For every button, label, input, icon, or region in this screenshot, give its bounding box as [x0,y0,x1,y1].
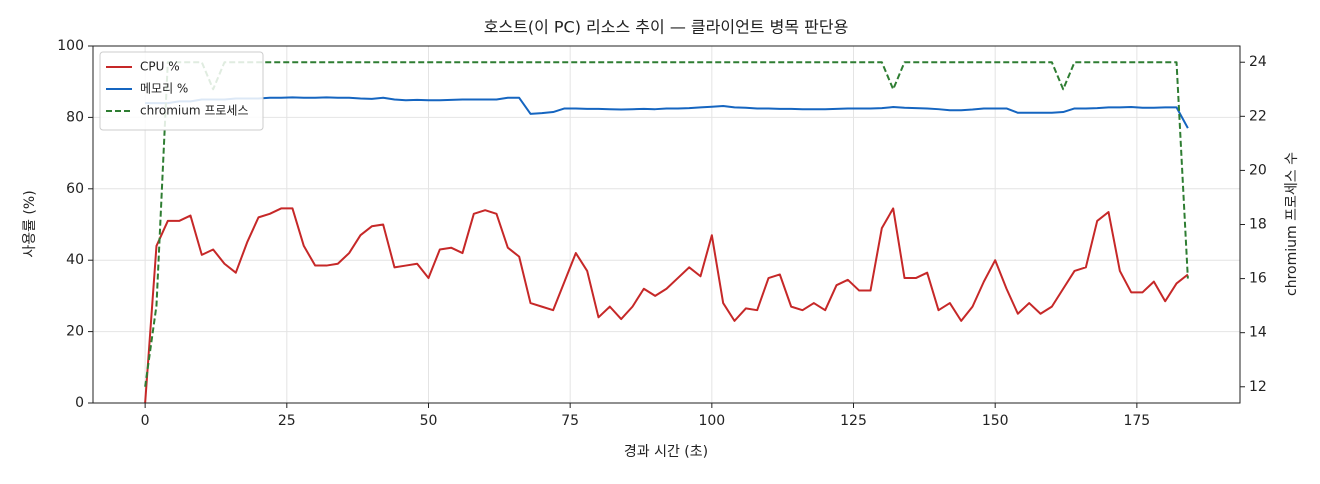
legend-label: 메모리 % [140,82,188,96]
y-tick-label: 20 [66,324,84,340]
x-tick-label: 25 [278,413,296,429]
y2-tick-label: 20 [1249,162,1267,178]
series-line [144,207,1189,404]
series-line [145,96,1189,129]
y2-tick-label: 16 [1249,271,1267,287]
legend-label: chromium 프로세스 [140,104,249,118]
x-tick-label: 75 [561,413,579,429]
x-tick-label: 0 [141,413,150,429]
y-axis-label: 사용률 (%) [22,190,38,257]
y-tick-label: 60 [66,181,84,197]
x-axis-label: 경과 시간 (초) [624,444,708,460]
legend: CPU % 메모리 % chromium 프로세스 [99,51,264,131]
legend-label: CPU % [140,60,180,74]
y2-tick-label: 24 [1249,54,1267,70]
chart-title: 호스트(이 PC) 리소스 추이 — 클라이언트 병목 판단용 [484,18,849,37]
x-tick-label: 100 [698,413,725,429]
x-tick-label: 150 [982,413,1009,429]
x-tick-label: 125 [840,413,867,429]
x-tick-label: 50 [420,413,438,429]
y-tick-label: 0 [75,395,84,411]
y2-tick-label: 18 [1249,217,1267,233]
y2-tick-label: 22 [1249,108,1267,124]
series-line [144,61,1189,387]
legend-box [99,51,264,131]
y-tick-label: 100 [57,38,84,54]
y2-tick-label: 12 [1249,379,1267,395]
plot-frame [92,45,1241,404]
y2-axis-label: chromium 프로세스 수 [1284,152,1300,296]
y-tick-label: 80 [66,109,84,125]
x-tick-label: 175 [1123,413,1150,429]
y2-tick-label: 14 [1249,325,1267,341]
y-tick-label: 40 [66,252,84,268]
